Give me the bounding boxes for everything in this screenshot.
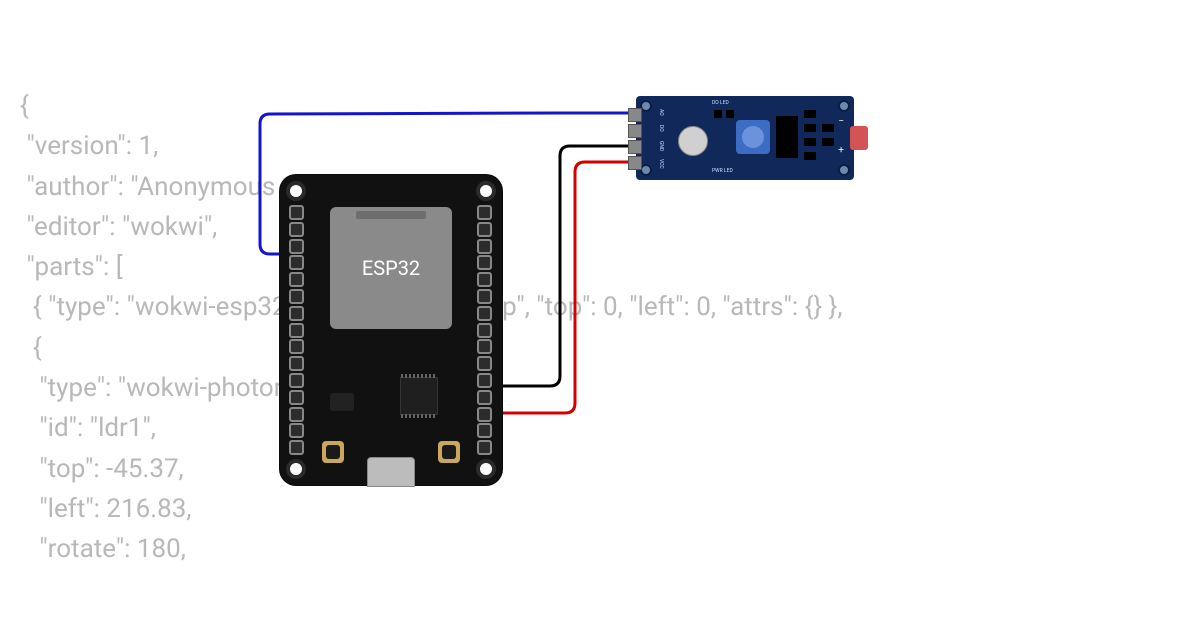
boot-button[interactable] <box>438 441 460 463</box>
ldr-sensor-module[interactable]: AO DO GND VCC DO LED PWR LED − + <box>636 96 854 180</box>
gpio-pin <box>289 255 304 270</box>
diagram-canvas: ESP32 AO DO GND VCC DO LED PWR LED <box>0 0 1200 630</box>
gpio-pin <box>289 289 304 304</box>
pin-do <box>628 124 642 138</box>
mount-hole <box>286 459 306 479</box>
mount-hole <box>838 100 850 112</box>
gpio-pin <box>477 255 492 270</box>
gpio-pin <box>477 289 492 304</box>
led-label-do: DO LED <box>712 100 729 106</box>
gpio-pin <box>477 272 492 287</box>
usb-uart-chip <box>400 377 438 415</box>
gpio-pin <box>289 272 304 287</box>
gpio-pin <box>289 222 304 237</box>
pin-label-ao: AO <box>658 109 664 116</box>
gpio-pin <box>477 205 492 220</box>
pin-ao <box>628 108 642 122</box>
gpio-pin <box>477 423 492 438</box>
potentiometer[interactable] <box>736 120 770 154</box>
wiring-layer <box>0 0 1200 630</box>
photoresistor-icon <box>850 126 868 150</box>
gpio-pin <box>477 407 492 422</box>
esp32-label: ESP32 <box>362 256 420 280</box>
wire-gnd <box>498 146 630 386</box>
gpio-pin <box>289 373 304 388</box>
smd <box>804 152 816 160</box>
gpio-pin <box>289 239 304 254</box>
gpio-pin <box>289 423 304 438</box>
mount-hole <box>476 459 496 479</box>
gpio-pin <box>477 356 492 371</box>
led-label-pwr: PWR LED <box>712 168 733 174</box>
gpio-pin <box>477 222 492 237</box>
pin-label-vcc: VCC <box>658 159 664 169</box>
gpio-pin <box>289 323 304 338</box>
gpio-pin <box>289 440 304 455</box>
pin-label-gnd: GND <box>658 141 664 151</box>
micro-usb-port <box>367 457 415 487</box>
esp32-shield: ESP32 <box>330 207 452 329</box>
pin-gnd <box>628 140 642 154</box>
wire-vcc <box>498 162 630 413</box>
mount-hole <box>838 164 850 176</box>
gpio-pin <box>289 407 304 422</box>
gpio-pin <box>289 390 304 405</box>
gpio-pin <box>289 339 304 354</box>
pin-vcc <box>628 156 642 170</box>
comparator-ic <box>776 116 798 158</box>
gpio-pin <box>289 205 304 220</box>
gpio-pin <box>477 339 492 354</box>
pin-header-right <box>477 205 493 455</box>
comparator-cap <box>678 126 708 156</box>
gpio-pin <box>477 323 492 338</box>
pin-header-left <box>289 205 305 455</box>
gpio-pin <box>477 390 492 405</box>
ldr-pin-header <box>628 108 642 170</box>
smd <box>804 110 816 118</box>
gpio-pin <box>477 440 492 455</box>
gpio-pin <box>289 356 304 371</box>
polarity-plus: + <box>838 145 844 156</box>
pwr-led <box>726 110 734 118</box>
gpio-pin <box>477 373 492 388</box>
do-led <box>714 110 722 118</box>
smd <box>822 124 834 132</box>
polarity-labels: − + <box>838 116 844 156</box>
mount-hole <box>286 181 306 201</box>
pin-label-do: DO <box>658 125 664 132</box>
smd <box>822 138 834 146</box>
mount-hole <box>476 181 496 201</box>
gpio-pin <box>477 306 492 321</box>
gpio-pin <box>477 239 492 254</box>
smd <box>804 124 816 132</box>
smd <box>804 138 816 146</box>
en-button[interactable] <box>322 441 344 463</box>
esp32-board[interactable]: ESP32 <box>280 175 502 485</box>
regulator <box>330 393 354 411</box>
gpio-pin <box>289 306 304 321</box>
polarity-minus: − <box>838 116 844 127</box>
